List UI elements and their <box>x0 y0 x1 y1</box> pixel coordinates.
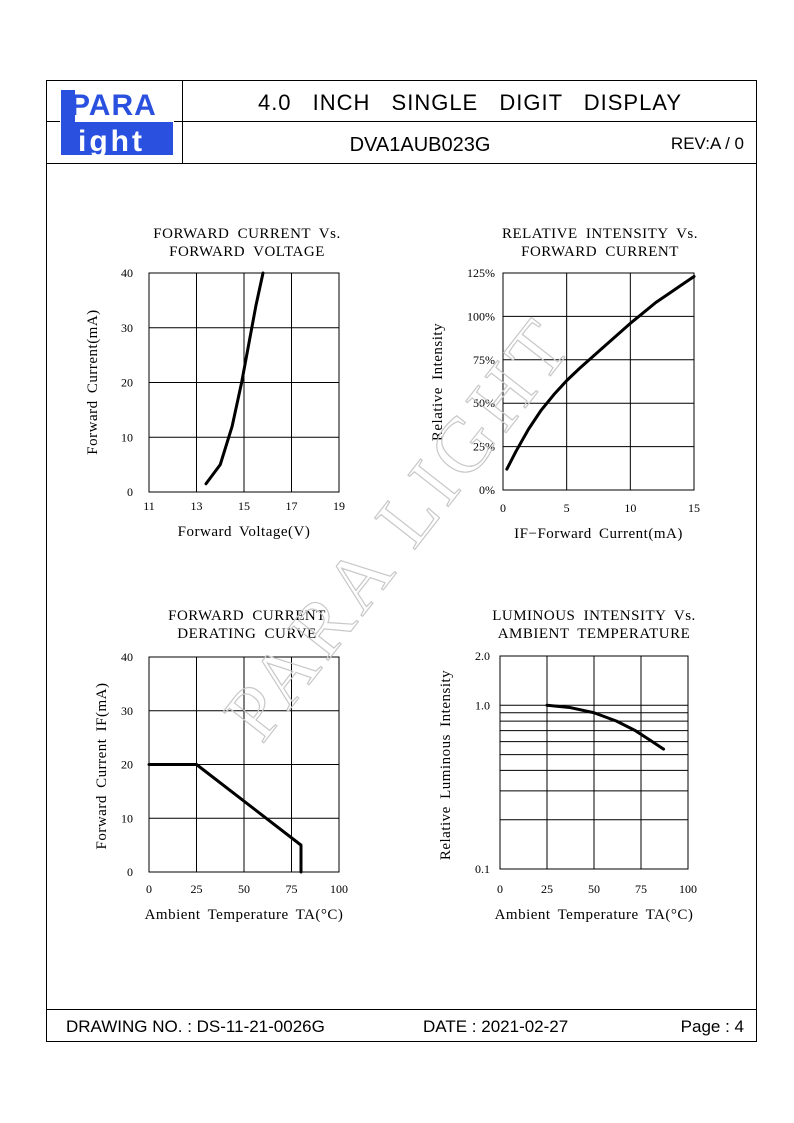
y-tick-label: 10 <box>121 430 133 444</box>
logo-divider <box>182 80 183 163</box>
svg-text:PARA LIGHT: PARA LIGHT <box>207 300 590 755</box>
x-axis-label: Ambient Temperature TA(°C) <box>495 907 694 923</box>
x-tick-label: 50 <box>588 882 600 896</box>
x-tick-label: 0 <box>146 882 152 896</box>
revision-label: REV:A / 0 <box>670 134 744 153</box>
y-tick-label: 25% <box>473 440 495 454</box>
y-axis-label: Forward Current IF(mA) <box>94 683 110 850</box>
y-tick-label: 40 <box>121 266 133 280</box>
svg-text:ight: ight <box>78 125 145 156</box>
chart-title: DERATING CURVE <box>177 626 316 642</box>
x-tick-label: 75 <box>286 882 298 896</box>
data-series-line <box>505 274 696 471</box>
y-tick-label: 0% <box>479 483 495 497</box>
data-series-line <box>545 703 666 751</box>
y-tick-label: 100% <box>467 309 495 323</box>
x-axis-label: Ambient Temperature TA(°C) <box>145 907 344 923</box>
y-tick-label: 10 <box>121 811 133 825</box>
y-tick-label: 75% <box>473 353 495 367</box>
x-tick-label: 50 <box>238 882 250 896</box>
chart-frame <box>502 272 695 491</box>
x-tick-label: 19 <box>333 499 345 513</box>
x-tick-label: 11 <box>143 499 155 513</box>
y-tick-label: 30 <box>121 704 133 718</box>
x-tick-label: 15 <box>688 501 700 515</box>
x-tick-label: 13 <box>191 499 203 513</box>
x-tick-label: 0 <box>497 882 503 896</box>
y-axis-label: Relative Luminous Intensity <box>438 670 454 860</box>
date-label: DATE : 2021-02-27 <box>423 1017 569 1036</box>
x-tick-label: 100 <box>330 882 348 896</box>
y-tick-label: 0 <box>127 865 133 879</box>
x-tick-label: 15 <box>238 499 250 513</box>
chart-title: FORWARD VOLTAGE <box>169 244 325 260</box>
x-tick-label: 25 <box>191 882 203 896</box>
header-bottom-rule <box>46 163 757 164</box>
chart-title: AMBIENT TEMPERATURE <box>498 626 691 642</box>
x-tick-label: 25 <box>541 882 553 896</box>
x-axis-label: Forward Voltage(V) <box>178 524 311 540</box>
y-axis-label: Forward Current(mA) <box>85 309 101 454</box>
x-axis-label: IF−Forward Current(mA) <box>514 526 683 542</box>
svg-text:PARA: PARA <box>70 89 157 122</box>
data-series-line <box>147 763 303 874</box>
y-tick-label: 1.0 <box>475 698 490 712</box>
x-tick-label: 100 <box>679 882 697 896</box>
x-tick-label: 10 <box>624 501 636 515</box>
para-light-logo: PARA ight <box>60 88 174 156</box>
x-tick-label: 17 <box>286 499 298 513</box>
chart-title: LUMINOUS INTENSITY Vs. <box>492 608 696 624</box>
y-tick-label: 40 <box>121 650 133 664</box>
y-tick-label: 50% <box>473 396 495 410</box>
y-tick-label: 30 <box>121 321 133 335</box>
y-axis-label: Relative Intensity <box>430 323 446 441</box>
x-tick-label: 75 <box>635 882 647 896</box>
x-tick-label: 5 <box>564 501 570 515</box>
y-tick-label: 125% <box>467 266 495 280</box>
footer-top-rule <box>46 1009 757 1010</box>
chart-title: FORWARD CURRENT Vs. <box>153 226 340 242</box>
chart-title: RELATIVE INTENSITY Vs. <box>502 226 698 242</box>
y-tick-label: 20 <box>121 758 133 772</box>
document-title: 4.0 INCH SINGLE DIGIT DISPLAY <box>257 90 683 115</box>
y-tick-label: 2.0 <box>475 649 490 663</box>
y-tick-label: 20 <box>121 376 133 390</box>
drawing-number: DRAWING NO. : DS-11-21-0026G <box>66 1017 325 1036</box>
sheet-frame <box>46 80 757 1042</box>
page-number: Page : 4 <box>680 1017 744 1036</box>
data-series-line <box>204 271 265 486</box>
chart-title: FORWARD CURRENT <box>521 244 679 260</box>
part-number: DVA1AUB023G <box>349 134 491 156</box>
y-tick-label: 0 <box>127 485 133 499</box>
chart-title: FORWARD CURRENT <box>168 608 326 624</box>
y-tick-label: 0.1 <box>475 862 490 876</box>
x-tick-label: 0 <box>500 501 506 515</box>
header-divider <box>46 121 757 122</box>
